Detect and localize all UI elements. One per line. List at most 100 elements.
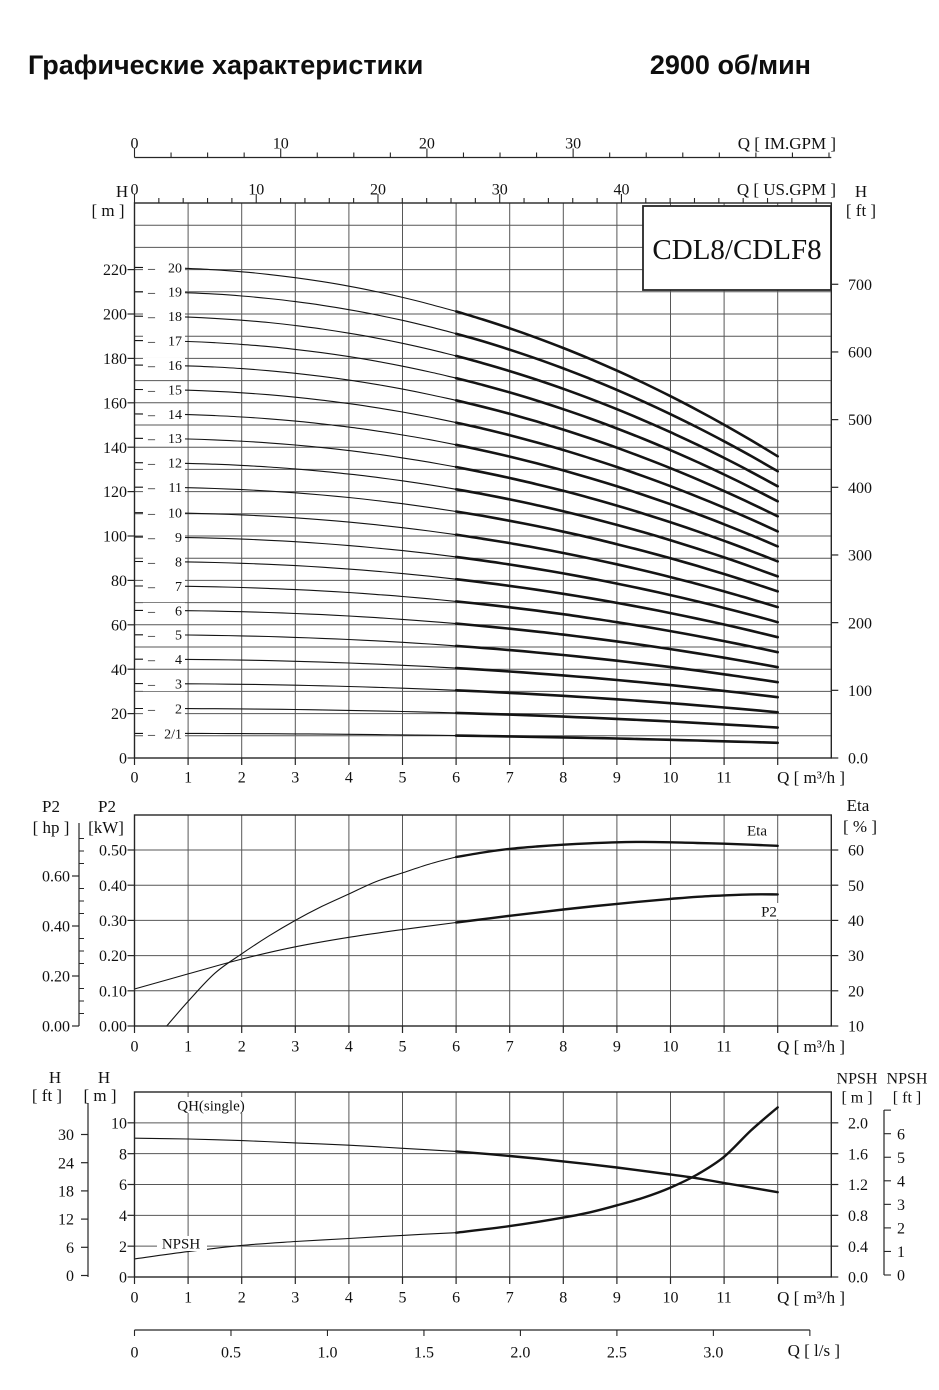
stage-label: 7	[175, 580, 182, 595]
main-x-tick-label: 9	[613, 770, 621, 787]
ls-tick-label: 3.0	[703, 1345, 723, 1362]
ls-tick-label: 1.0	[317, 1345, 337, 1362]
p2-kw-tick-label: 0.50	[99, 843, 127, 860]
npsh-x-tick-label: 3	[291, 1290, 299, 1307]
stage-label-dash: –	[147, 481, 156, 496]
qh-curve-bold	[454, 376, 779, 503]
imgpm-tick-label: 30	[565, 136, 581, 153]
qh-curve-thin	[133, 462, 457, 490]
main-x-tick-label: 3	[291, 770, 299, 787]
main-x-tick-label: 2	[238, 770, 246, 787]
npsh-m-axis-unit: [ m ]	[841, 1090, 872, 1107]
h2-m-axis-unit: [ m ]	[83, 1086, 116, 1105]
h2-m-tick-label: 10	[111, 1115, 127, 1132]
qh-curve-bold	[454, 399, 779, 518]
npsh-curve-thin	[133, 1232, 457, 1260]
stage-label: 19	[168, 286, 182, 301]
h-ft-tick-label: 400	[848, 480, 872, 497]
stage-label-mask	[143, 357, 185, 373]
h2-m-axis-name: H	[98, 1068, 110, 1087]
h2-ft-tick-label: 6	[66, 1240, 74, 1257]
power-x-tick-label: 3	[291, 1039, 299, 1056]
stage-label: 12	[168, 457, 182, 472]
qh-curve-bold	[454, 577, 779, 639]
stage-label-mask	[143, 333, 185, 349]
qh-curve-thin	[133, 683, 457, 691]
stage-label: 10	[168, 507, 182, 522]
stage-label-mask	[143, 578, 185, 594]
h-ft-axis-unit: [ ft ]	[846, 201, 876, 220]
qh-curve-bold	[454, 533, 779, 609]
stage-label-dash: –	[147, 457, 156, 472]
npsh-ft-axis-unit: [ ft ]	[893, 1090, 921, 1107]
h2-ft-tick-label: 0	[66, 1268, 74, 1285]
stage-label: 9	[175, 531, 182, 546]
stage-label: 18	[168, 310, 182, 325]
stage-label-dash: –	[147, 432, 156, 447]
h2-ft-axis-unit: [ ft ]	[32, 1086, 62, 1105]
h-m-tick-label: 100	[103, 529, 127, 546]
p2-hp-tick-label: 0.40	[42, 919, 70, 936]
h-m-tick-label: 80	[111, 573, 127, 590]
h-m-tick-label: 200	[103, 307, 127, 324]
ls-axis-header: Q [ l/s ]	[788, 1341, 840, 1360]
h-m-tick-label: 0	[119, 751, 127, 768]
qh-curve-bold	[454, 421, 779, 533]
qh-curve-thin	[133, 658, 457, 669]
stage-label-dash: –	[147, 678, 156, 693]
h-m-tick-label: 60	[111, 617, 127, 634]
npsh-x-tick-label: 4	[345, 1290, 353, 1307]
usgpm-tick-label: 20	[370, 182, 386, 199]
npsh-x-tick-label: 9	[613, 1290, 621, 1307]
ls-tick-label: 1.5	[414, 1345, 434, 1362]
qh-curve-thin	[133, 732, 457, 737]
npsh-ft-tick-label: 6	[897, 1126, 905, 1143]
qh-curve-bold	[454, 310, 779, 458]
npsh-x-tick-label: 1	[184, 1290, 192, 1307]
stage-label: 2/1	[164, 727, 182, 742]
h2-m-tick-label: 8	[119, 1146, 127, 1163]
stage-label-dash: –	[147, 286, 156, 301]
npsh-x-tick-label: 10	[663, 1290, 679, 1307]
qh-curve-thin	[133, 609, 457, 625]
h-m-tick-label: 220	[103, 262, 127, 279]
npsh-ft-tick-label: 0	[897, 1268, 905, 1285]
stage-label-mask	[143, 259, 185, 275]
power-x-tick-label: 1	[184, 1039, 192, 1056]
h2-ft-tick-label: 30	[58, 1127, 74, 1144]
stage-label: 8	[175, 555, 182, 570]
h2-ft-tick-label: 18	[58, 1184, 74, 1201]
eta-curve-thin	[166, 856, 457, 1027]
p2-kw-tick-label: 0.00	[99, 1019, 127, 1036]
main-x-tick-label: 6	[452, 770, 460, 787]
stage-label-dash: –	[147, 383, 156, 398]
h-m-tick-label: 160	[103, 395, 127, 412]
stage-label: 4	[175, 653, 182, 668]
stage-label-mask	[143, 529, 185, 545]
h-m-tick-label: 180	[103, 351, 127, 368]
qh-curve-bold	[454, 510, 779, 593]
stage-label: 16	[168, 359, 182, 374]
eta-curve-bold	[454, 840, 779, 859]
main-x-tick-label: 7	[506, 770, 514, 787]
main-x-tick-label: 11	[716, 770, 731, 787]
h2-m-tick-label: 0	[119, 1270, 127, 1287]
h-ft-tick-label: 100	[848, 683, 872, 700]
qh-curve-thin	[133, 340, 457, 379]
power-x-tick-label: 7	[506, 1039, 514, 1056]
main-x-tick-label: 10	[663, 770, 679, 787]
power-x-tick-label: 8	[559, 1039, 567, 1056]
qh-single-curve-bold	[454, 1150, 779, 1194]
usgpm-tick-label: 40	[613, 182, 629, 199]
stage-label-dash: –	[147, 261, 156, 276]
stage-label-dash: –	[147, 555, 156, 570]
stage-label-dash: –	[147, 629, 156, 644]
stage-label-dash: –	[147, 702, 156, 717]
main-chart-border	[133, 202, 832, 759]
npsh-x-tick-label: 5	[399, 1290, 407, 1307]
stage-label: 13	[168, 432, 182, 447]
npsh-m-tick-label: 0.0	[848, 1270, 868, 1287]
usgpm-tick-label: 30	[492, 182, 508, 199]
h-ft-tick-label: 500	[848, 412, 872, 429]
